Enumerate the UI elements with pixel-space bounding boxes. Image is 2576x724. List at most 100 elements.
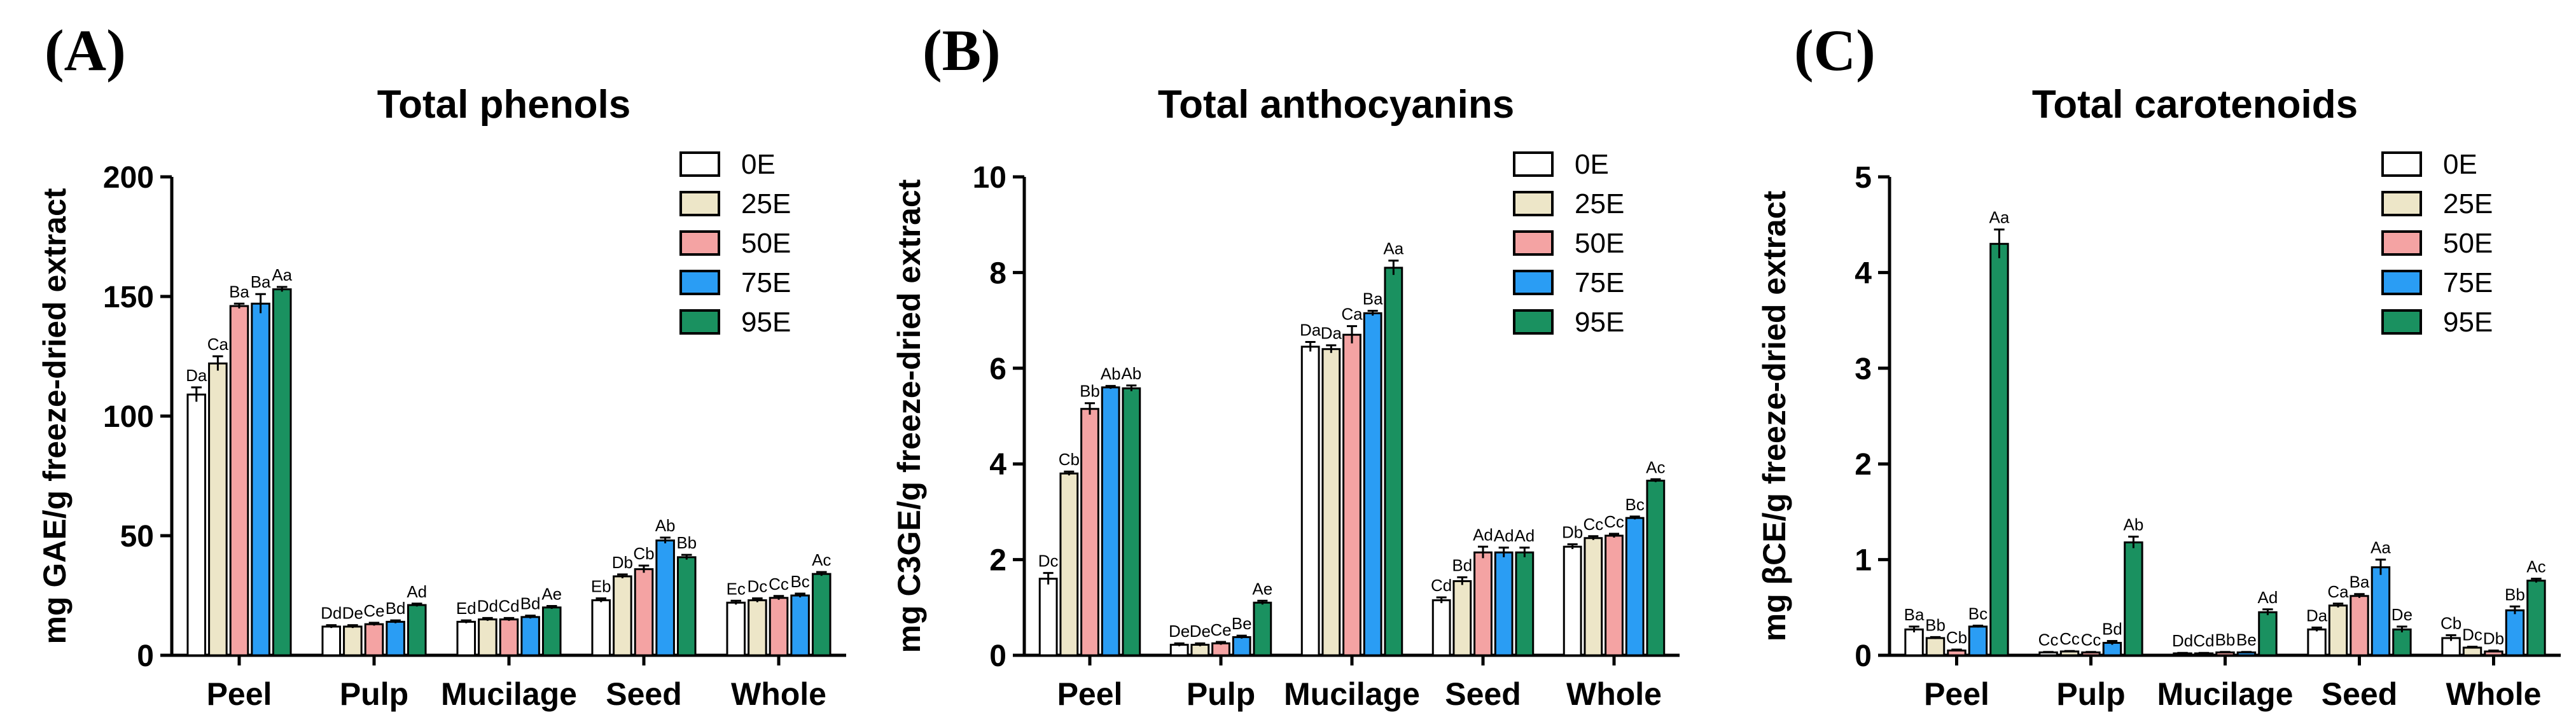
data-label: Da (1321, 324, 1342, 343)
legend-swatch (1513, 309, 1554, 335)
data-label: Ab (1101, 365, 1121, 384)
legend-swatch (679, 309, 720, 335)
bar (634, 568, 654, 657)
data-label: Db (2483, 629, 2504, 648)
legend-swatch (679, 230, 720, 256)
legend-swatch (2381, 270, 2422, 295)
bar (1211, 642, 1230, 657)
bar (1363, 312, 1382, 657)
legend-swatch (2381, 191, 2422, 216)
y-tick-label: 1 (1855, 544, 1872, 578)
chart-title-a: Total phenols (377, 83, 630, 127)
data-label: Ab (655, 516, 676, 535)
data-label: Da (1300, 320, 1321, 339)
data-label: Bd (386, 599, 406, 618)
bar (1300, 345, 1320, 657)
y-tick-label: 200 (103, 161, 154, 195)
y-tick-label: 0 (1855, 639, 1872, 673)
legend-label: 75E (1575, 267, 1624, 298)
y-axis-label-c: mg βCE/g freeze-dried extract (1757, 190, 1792, 641)
category-label: Peel (207, 676, 272, 712)
bar (2526, 580, 2546, 657)
y-tick-label: 50 (120, 520, 154, 553)
y-tick-label: 6 (989, 352, 1006, 386)
data-label: De (342, 604, 363, 623)
bar (2328, 604, 2348, 657)
legend-label: 75E (2443, 267, 2493, 298)
category-label: Peel (1924, 676, 1989, 712)
y-axis-label-a: mg GAE/g freeze-dried extract (37, 188, 73, 644)
bar (386, 620, 405, 657)
bar (811, 573, 832, 657)
category-label: Whole (2446, 676, 2542, 712)
data-label: Ca (207, 335, 229, 354)
bar (1605, 534, 1624, 657)
category-label: Mucilage (1284, 676, 1420, 712)
legend-swatch (2381, 309, 2422, 335)
data-label: Da (186, 366, 207, 385)
bar (591, 599, 611, 657)
legend-label: 50E (1575, 228, 1624, 259)
data-label: Cd (1431, 576, 1452, 595)
bar (251, 302, 270, 657)
data-label: Aa (1383, 239, 1403, 258)
data-label: Ba (1363, 289, 1383, 309)
bar (1384, 267, 1403, 657)
legend-label: 25E (2443, 188, 2493, 219)
y-axis-label-b: mg C3GE/g freeze-dried extract (891, 179, 927, 653)
bar (2258, 611, 2278, 657)
data-label: Aa (272, 265, 292, 284)
bar (1431, 599, 1451, 657)
category-label: Seed (2322, 676, 2398, 712)
data-label: Cc (769, 574, 789, 594)
legend-swatch (679, 191, 720, 216)
y-tick-label: 2 (1855, 448, 1872, 482)
data-label: Cb (1946, 628, 1967, 647)
bar (1190, 643, 1210, 657)
data-label: Cc (2038, 630, 2059, 650)
bar (1584, 537, 1603, 657)
bar (726, 601, 746, 657)
data-label: Be (1232, 614, 1252, 633)
data-label: Ad (2258, 588, 2278, 607)
category-label: Seed (1445, 676, 1521, 712)
bar (1101, 386, 1120, 657)
bar (407, 604, 427, 657)
category-label: Pulp (2056, 676, 2125, 712)
bar (520, 616, 540, 657)
legend-label: 0E (1575, 149, 1609, 180)
bar (499, 618, 519, 657)
bar (790, 594, 810, 657)
data-label: Bb (676, 533, 697, 552)
panel-letter-a: (A) (45, 18, 126, 83)
data-label: Ac (812, 550, 831, 569)
data-label: Cd (498, 596, 519, 615)
data-label: Bc (1968, 604, 1988, 623)
legend-label: 95E (741, 307, 791, 338)
panel-letter-c: (C) (1794, 18, 1876, 83)
y-tick-label: 100 (103, 400, 154, 434)
bar (1232, 636, 1251, 657)
y-tick-label: 150 (103, 281, 154, 314)
bar (655, 540, 675, 657)
data-label: Bb (1080, 382, 1100, 401)
category-label: Whole (1566, 676, 1662, 712)
data-label: Ad (407, 582, 427, 601)
y-tick-label: 4 (1855, 256, 1872, 290)
bar (1321, 348, 1341, 657)
data-label: Cc (1583, 515, 1603, 534)
data-label: Ed (456, 599, 477, 618)
legend-label: 0E (2443, 149, 2477, 180)
data-label: Dd (321, 604, 342, 623)
bar (1968, 625, 1988, 657)
bar (2350, 595, 2369, 657)
data-label: Ab (2124, 515, 2144, 534)
bar (364, 623, 384, 657)
data-label: Cd (2193, 631, 2214, 650)
bar (613, 575, 632, 657)
category-label: Seed (606, 676, 682, 712)
data-label: Dd (2172, 631, 2193, 650)
data-label: Eb (591, 577, 611, 596)
bar (272, 288, 292, 657)
